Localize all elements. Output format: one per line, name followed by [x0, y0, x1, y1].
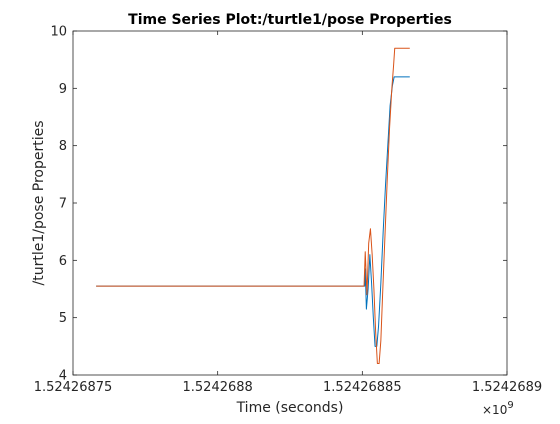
y-tick-label: 9: [59, 82, 67, 97]
y-tick-label: 6: [59, 254, 67, 269]
x-tick-label: 1.5242689: [472, 380, 542, 395]
x-axis-exponent-power: 9: [507, 400, 513, 411]
x-tick-label: 1.52426885: [323, 380, 402, 395]
x-axis-exponent: ×109: [482, 400, 514, 417]
x-tick-label: 1.5242688: [183, 380, 253, 395]
y-tick-label: 4: [59, 369, 67, 384]
x-tick-label: 1.52426875: [34, 380, 113, 395]
y-tick-label: 5: [59, 311, 67, 326]
y-axis-label: /turtle1/pose Properties: [31, 120, 47, 285]
x-axis-label: Time (seconds): [236, 400, 344, 416]
y-tick-label: 8: [59, 139, 67, 154]
plot-area: [73, 31, 507, 375]
y-tick-label: 7: [59, 197, 67, 212]
x-axis-exponent-base: ×10: [482, 403, 507, 417]
chart-title: Time Series Plot:/turtle1/pose Propertie…: [128, 12, 452, 28]
y-tick-label: 10: [50, 25, 67, 40]
